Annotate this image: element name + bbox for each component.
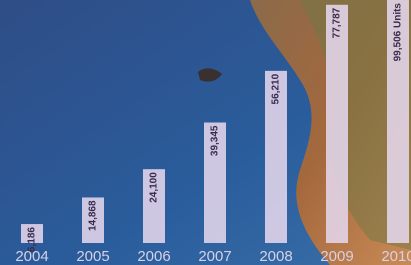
x-tick-label: 2008 [259, 248, 292, 265]
x-tick-label: 2007 [198, 248, 231, 265]
x-tick-label: 2005 [76, 248, 109, 265]
value-label: 56,210 [271, 73, 282, 104]
x-tick-label: 2006 [137, 248, 170, 265]
value-label: 24,100 [149, 172, 160, 203]
x-tick-label: 2010 [381, 248, 411, 265]
x-tick-label: 2004 [15, 248, 48, 265]
value-label: 14,868 [88, 200, 99, 231]
chart: 6,186200414,868200524,100200639,34520075… [0, 0, 411, 265]
x-tick-label: 2009 [320, 248, 353, 265]
value-label: 77,787 [332, 7, 343, 38]
bar [326, 5, 348, 243]
value-label: 39,345 [210, 125, 221, 156]
value-label: 99,506 Units [393, 3, 404, 62]
